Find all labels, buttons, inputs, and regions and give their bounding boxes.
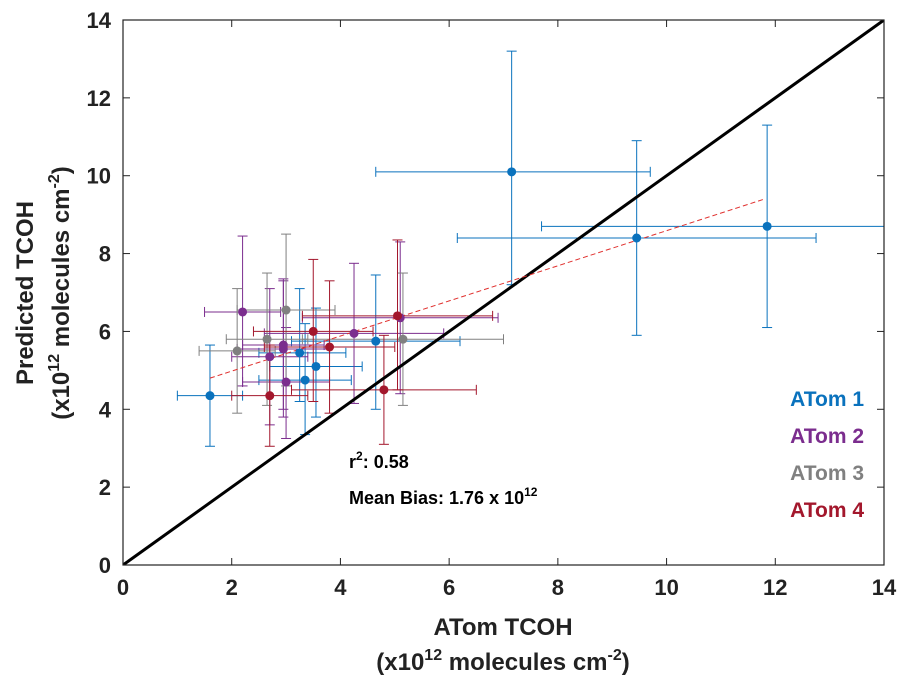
legend-item-atom-3: ATom 3 — [790, 462, 864, 485]
y-tick-label: 14 — [87, 8, 112, 33]
data-point — [265, 352, 275, 362]
data-point — [232, 346, 242, 356]
axes-layer: 0 2 4 6 8 10 12 14 0 2 4 6 8 10 12 14 — [87, 8, 897, 600]
data-point — [393, 311, 403, 321]
plot-layer — [123, 20, 884, 565]
y-tick-label: 2 — [99, 475, 111, 500]
error-bar — [541, 124, 884, 329]
data-point — [278, 340, 288, 350]
y-tick-label: 4 — [99, 397, 112, 422]
x-tick-label: 0 — [117, 575, 129, 600]
x-tick-label: 14 — [872, 575, 897, 600]
plot-frame — [122, 19, 885, 566]
y-axis-title-line2: (x1012 molecules cm-2) — [46, 166, 75, 420]
regression-line — [209, 198, 765, 379]
data-point — [262, 334, 272, 344]
data-point — [762, 221, 772, 231]
data-point — [308, 326, 318, 336]
x-tick-label: 6 — [443, 575, 455, 600]
data-point — [300, 375, 310, 385]
y-tick-label: 12 — [87, 86, 111, 111]
data-point — [398, 334, 408, 344]
x-tick-label: 4 — [334, 575, 347, 600]
x-tick-label: 8 — [552, 575, 564, 600]
legend: ATom 1 ATom 2 ATom 3 ATom 4 — [790, 388, 864, 522]
data-point — [507, 167, 517, 177]
data-point — [632, 233, 642, 243]
data-point — [265, 391, 275, 401]
x-tick-label: 2 — [226, 575, 238, 600]
data-point — [371, 336, 381, 346]
data-point — [281, 377, 291, 387]
y-tick-label: 0 — [99, 553, 111, 578]
y-tick-label: 6 — [99, 319, 111, 344]
y-tick-label: 10 — [87, 164, 111, 189]
data-point — [379, 385, 389, 395]
y-axis-title-line1: Predicted TCOH — [12, 201, 39, 385]
x-axis-title-line1: ATom TCOH — [433, 614, 572, 641]
x-axis-title-line2: (x1012 molecules cm-2) — [376, 647, 630, 676]
legend-item-atom-2: ATom 2 — [790, 425, 864, 448]
data-point — [205, 391, 215, 401]
legend-item-atom-4: ATom 4 — [790, 499, 864, 522]
data-point — [295, 348, 305, 358]
data-point — [281, 305, 291, 315]
one-to-one-line — [123, 20, 884, 565]
data-point — [349, 328, 359, 338]
data-point — [238, 307, 248, 317]
y-tick-label: 8 — [99, 242, 111, 267]
mean-bias-annotation: Mean Bias: 1.76 x 1012 — [349, 485, 538, 508]
y-axis-title: Predicted TCOH (x1012 molecules cm-2) — [12, 166, 75, 420]
data-point — [325, 342, 335, 352]
x-tick-label: 10 — [654, 575, 678, 600]
legend-item-atom-1: ATom 1 — [790, 388, 864, 411]
data-point — [311, 361, 321, 371]
r-squared-annotation: r2: 0.58 — [349, 449, 409, 472]
x-tick-label: 12 — [763, 575, 787, 600]
